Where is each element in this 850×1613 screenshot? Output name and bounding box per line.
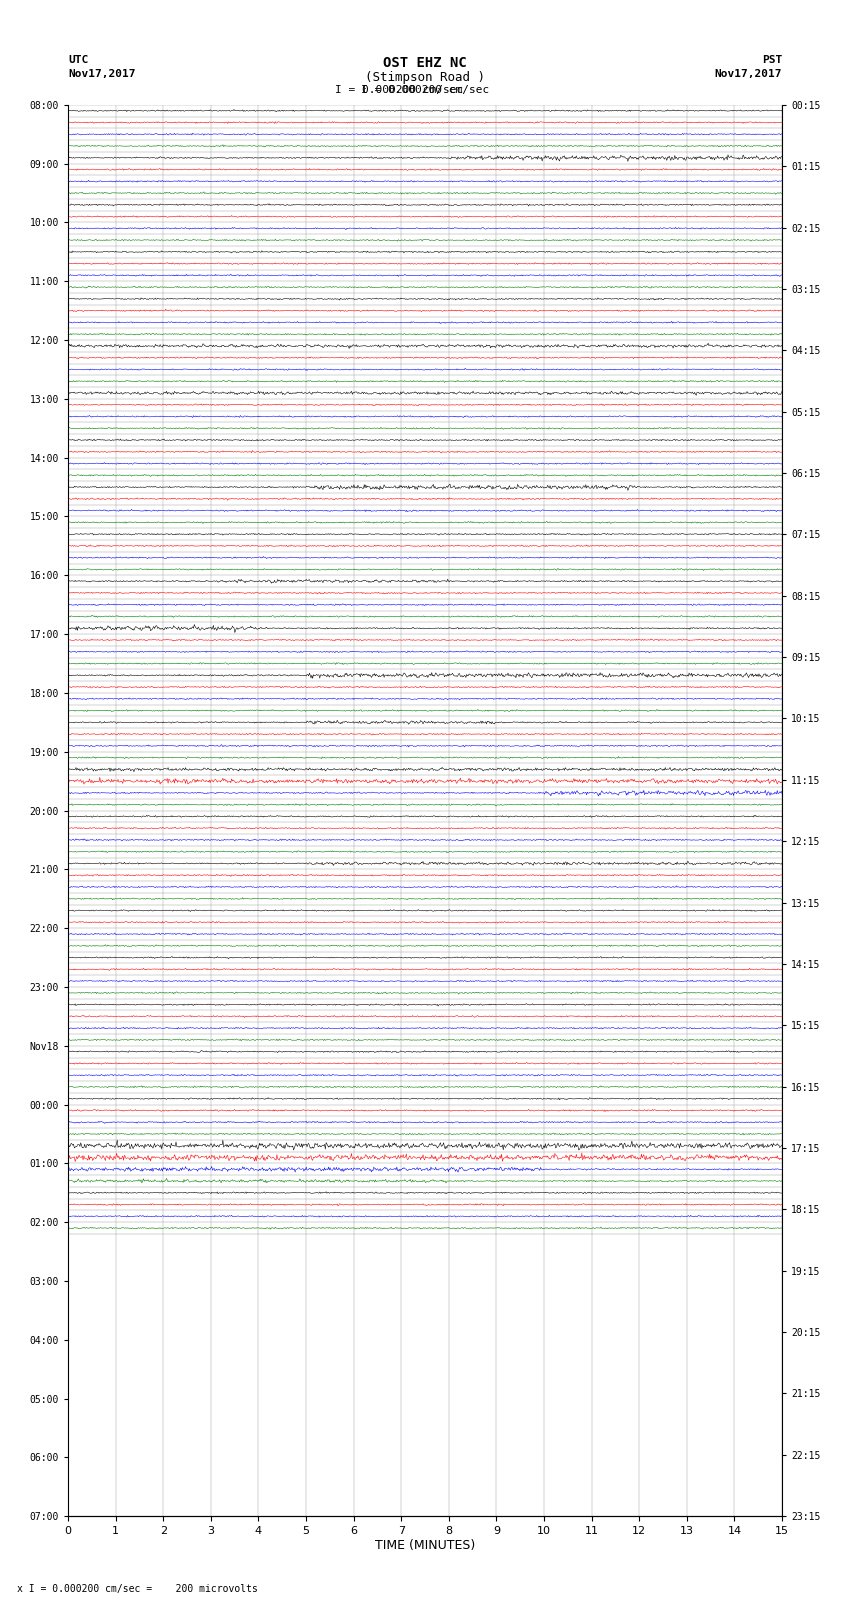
Text: I = 0.000200 cm/sec: I = 0.000200 cm/sec (361, 85, 489, 95)
X-axis label: TIME (MINUTES): TIME (MINUTES) (375, 1539, 475, 1552)
Text: I = 0.000200 cm/sec: I = 0.000200 cm/sec (336, 85, 463, 95)
Text: Nov17,2017: Nov17,2017 (715, 69, 782, 79)
Text: OST EHZ NC: OST EHZ NC (383, 56, 467, 71)
Text: Nov17,2017: Nov17,2017 (68, 69, 135, 79)
Text: (Stimpson Road ): (Stimpson Road ) (365, 71, 485, 84)
Text: x I = 0.000200 cm/sec =    200 microvolts: x I = 0.000200 cm/sec = 200 microvolts (17, 1584, 258, 1594)
Text: PST: PST (762, 55, 782, 65)
Text: UTC: UTC (68, 55, 88, 65)
